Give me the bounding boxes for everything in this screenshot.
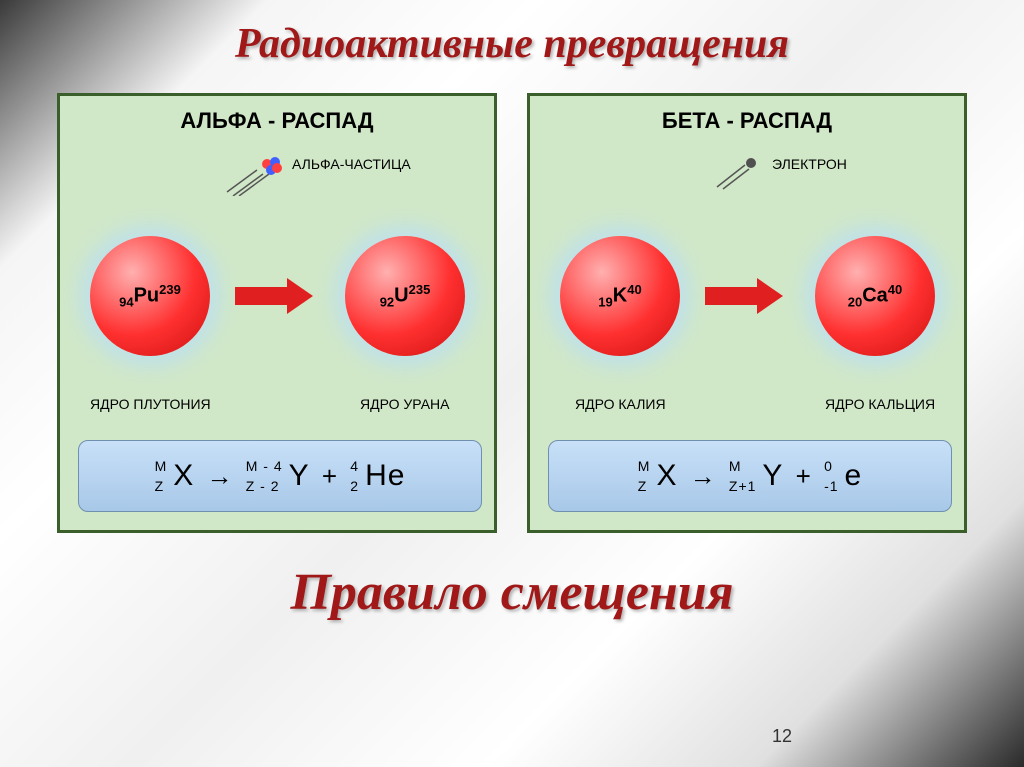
nucleus-text: 92U235 [380, 282, 431, 310]
alpha-particle-label: АЛЬФА-ЧАСТИЦА [292, 156, 411, 172]
beta-right-nucleus: 20Ca40 [815, 236, 935, 356]
nucleus-text: 94Pu239 [119, 282, 181, 310]
beta-panel: БЕТА - РАСПАД ЭЛЕКТРОН 19K40 20Ca40 ЯДРО… [527, 93, 967, 533]
z-value: 94 [119, 295, 133, 310]
beta-equation: MZ X → MZ+1 Y + 0-1 e [548, 440, 952, 512]
subtitle: Правило смещения [0, 563, 1024, 622]
electron-label: ЭЛЕКТРОН [772, 156, 847, 172]
beta-panel-title: БЕТА - РАСПАД [530, 108, 964, 134]
nucleus-text: 20Ca40 [848, 282, 903, 310]
beta-right-label: ЯДРО КАЛЬЦИЯ [825, 396, 935, 412]
alpha-right-label: ЯДРО УРАНА [360, 396, 449, 412]
a-value: 235 [409, 282, 431, 297]
z-value: 92 [380, 295, 394, 310]
main-title: Радиоактивные превращения [0, 0, 1024, 68]
page-number: 12 [772, 726, 792, 747]
electron-icon [715, 151, 765, 191]
a-value: 40 [888, 282, 902, 297]
element-symbol: Pu [134, 285, 160, 307]
beta-left-nucleus: 19K40 [560, 236, 680, 356]
decay-arrow-icon [235, 278, 315, 314]
beta-left-label: ЯДРО КАЛИЯ [575, 396, 666, 412]
alpha-panel-title: АЛЬФА - РАСПАД [60, 108, 494, 134]
z-value: 19 [598, 295, 612, 310]
z-value: 20 [848, 295, 862, 310]
element-symbol: Ca [862, 285, 888, 307]
alpha-left-nucleus: 94Pu239 [90, 236, 210, 356]
panels-row: АЛЬФА - РАСПАД АЛЬФА-ЧАСТИЦА 94Pu239 92U… [0, 93, 1024, 533]
a-value: 239 [159, 282, 181, 297]
element-symbol: U [394, 285, 408, 307]
decay-arrow-icon [705, 278, 785, 314]
alpha-right-nucleus: 92U235 [345, 236, 465, 356]
nucleus-text: 19K40 [598, 282, 641, 310]
alpha-panel: АЛЬФА - РАСПАД АЛЬФА-ЧАСТИЦА 94Pu239 92U… [57, 93, 497, 533]
equation-content: MZ X → MZ+1 Y + 0-1 e [638, 459, 862, 493]
alpha-equation: MZ X → M - 4Z - 2 Y + 42 He [78, 440, 482, 512]
a-value: 40 [627, 282, 641, 297]
alpha-left-label: ЯДРО ПЛУТОНИЯ [90, 396, 211, 412]
equation-content: MZ X → M - 4Z - 2 Y + 42 He [155, 459, 406, 493]
alpha-particle-icon [225, 146, 285, 196]
element-symbol: K [613, 285, 627, 307]
